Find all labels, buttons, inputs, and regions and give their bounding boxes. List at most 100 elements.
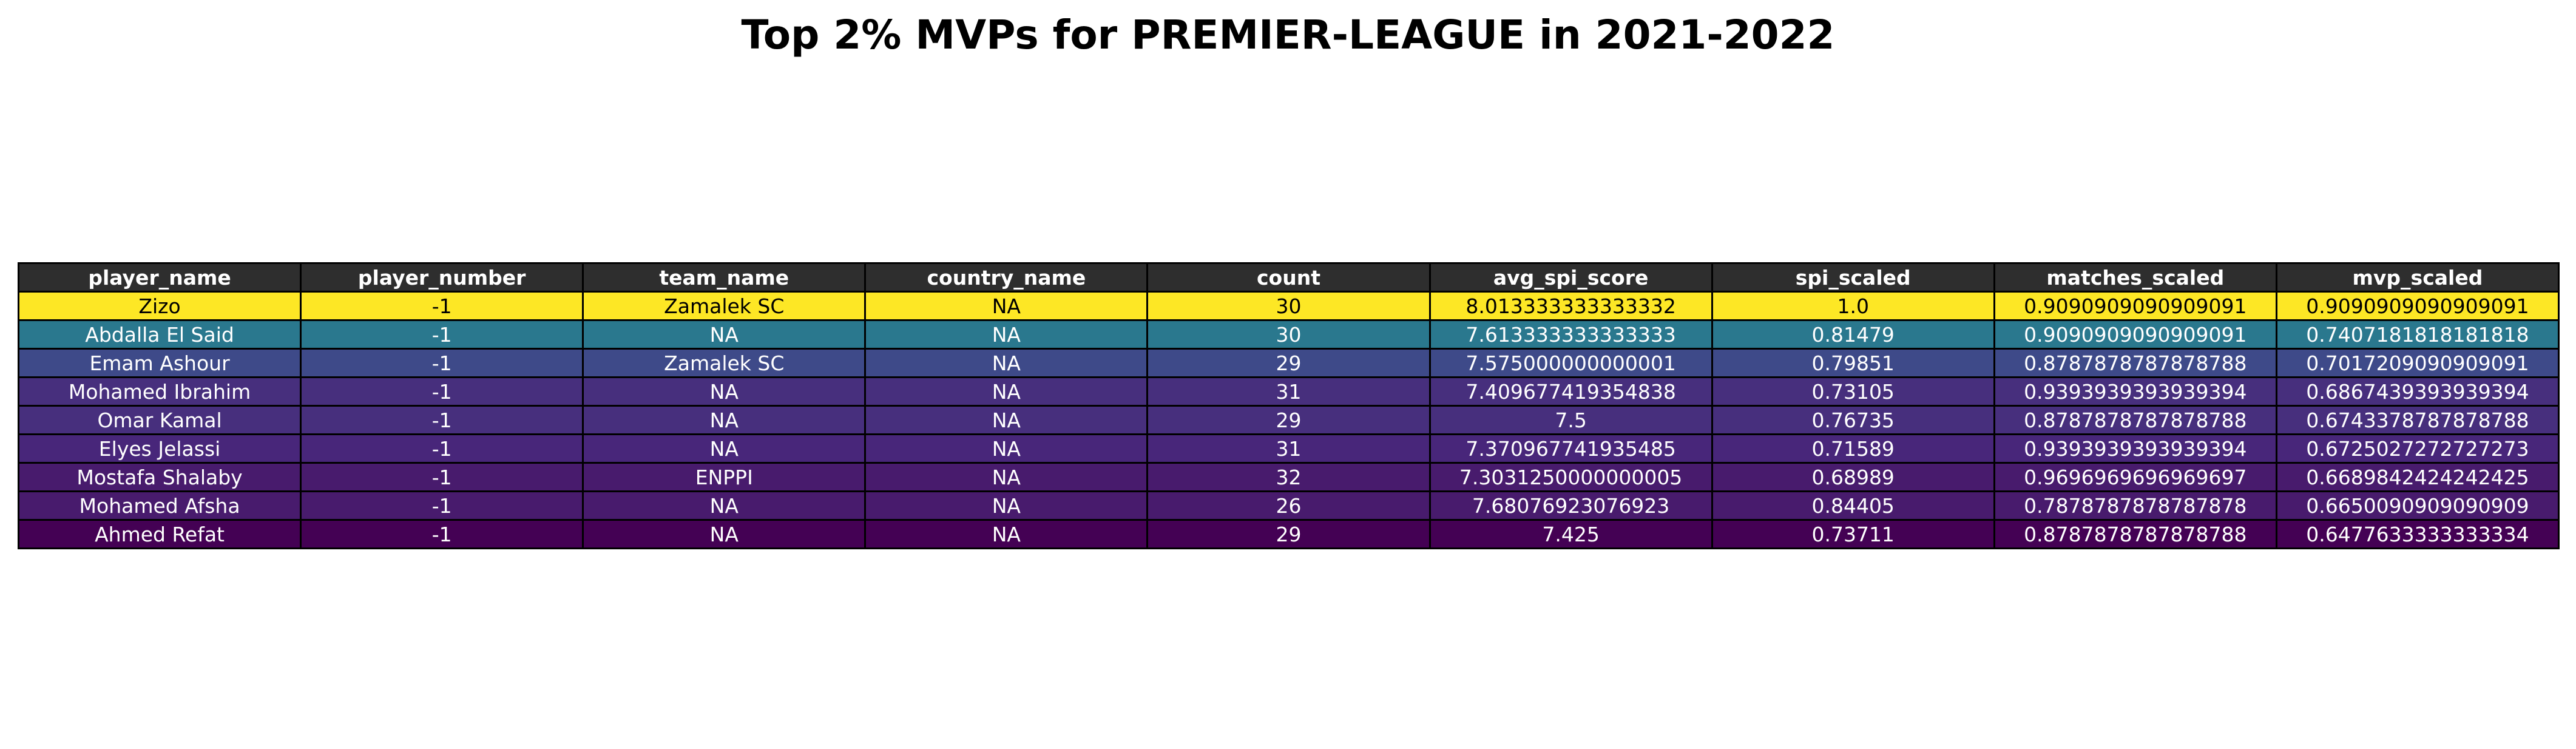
table-cell-player-number: -1 xyxy=(300,291,584,321)
table-cell-player-name: Emam Ashour xyxy=(17,348,302,378)
table-cell-mvp-scaled: 0.6477633333333334 xyxy=(2275,519,2560,549)
table-cell-avg-spi-score: 8.013333333333332 xyxy=(1428,291,1713,321)
column-header-count: count xyxy=(1146,262,1431,293)
column-header-avg-spi-score: avg_spi_score xyxy=(1428,262,1713,293)
table-cell-country-name: NA xyxy=(864,519,1149,549)
table-cell-team-name: NA xyxy=(582,376,867,407)
table-cell-spi-scaled: 0.84405 xyxy=(1711,490,1995,521)
table-cell-player-number: -1 xyxy=(300,519,584,549)
table-cell-matches-scaled: 0.9090909090909091 xyxy=(1993,319,2277,350)
table-cell-matches-scaled: 0.8787878787878788 xyxy=(1993,405,2277,435)
table-cell-avg-spi-score: 7.370967741935485 xyxy=(1428,433,1713,464)
table-cell-mvp-scaled: 0.6689842424242425 xyxy=(2275,462,2560,492)
table-cell-player-number: -1 xyxy=(300,462,584,492)
table-cell-spi-scaled: 0.73105 xyxy=(1711,376,1995,407)
table-row: Mohamed Afsha -1 NA NA 26 7.68076923076923 0.8… xyxy=(17,490,2560,521)
table-cell-country-name: NA xyxy=(864,433,1149,464)
table-cell-country-name: NA xyxy=(864,405,1149,435)
table-row: Abdalla El Said -1 NA NA 30 7.613333333333333… xyxy=(17,319,2560,350)
table-cell-mvp-scaled: 0.6650090909090909 xyxy=(2275,490,2560,521)
column-header-spi-scaled: spi_scaled xyxy=(1711,262,1995,293)
table-cell-country-name: NA xyxy=(864,319,1149,350)
table-cell-team-name: ENPPI xyxy=(582,462,867,492)
table-row: Elyes Jelassi -1 NA NA 31 7.370967741935485 0.… xyxy=(17,433,2560,464)
table-cell-country-name: NA xyxy=(864,291,1149,321)
table-cell-matches-scaled: 0.9090909090909091 xyxy=(1993,291,2277,321)
table-cell-count: 26 xyxy=(1146,490,1431,521)
table-cell-spi-scaled: 0.73711 xyxy=(1711,519,1995,549)
table-cell-count: 32 xyxy=(1146,462,1431,492)
table-cell-avg-spi-score: 7.409677419354838 xyxy=(1428,376,1713,407)
table-row: Emam Ashour -1 Zamalek SC NA 29 7.57500000000… xyxy=(17,348,2560,378)
table-cell-avg-spi-score: 7.613333333333333 xyxy=(1428,319,1713,350)
table-cell-team-name: NA xyxy=(582,433,867,464)
table-cell-matches-scaled: 0.8787878787878788 xyxy=(1993,348,2277,378)
table-cell-count: 30 xyxy=(1146,319,1431,350)
column-header-player-number: player_number xyxy=(300,262,584,293)
table-cell-mvp-scaled: 0.6725027272727273 xyxy=(2275,433,2560,464)
column-header-matches-scaled: matches_scaled xyxy=(1993,262,2277,293)
table-cell-count: 29 xyxy=(1146,405,1431,435)
table-cell-avg-spi-score: 7.425 xyxy=(1428,519,1713,549)
table-cell-matches-scaled: 0.9696969696969697 xyxy=(1993,462,2277,492)
table-header-row: player_name player_number team_name country… xyxy=(17,262,2560,293)
table-cell-count: 29 xyxy=(1146,519,1431,549)
table-cell-spi-scaled: 0.76735 xyxy=(1711,405,1995,435)
table-cell-team-name: NA xyxy=(582,490,867,521)
column-header-country-name: country_name xyxy=(864,262,1149,293)
column-header-team-name: team_name xyxy=(582,262,867,293)
table-cell-avg-spi-score: 7.3031250000000005 xyxy=(1428,462,1713,492)
table-cell-player-number: -1 xyxy=(300,376,584,407)
table-cell-matches-scaled: 0.7878787878787878 xyxy=(1993,490,2277,521)
table-cell-mvp-scaled: 0.9090909090909091 xyxy=(2275,291,2560,321)
table-cell-mvp-scaled: 0.7407181818181818 xyxy=(2275,319,2560,350)
table-cell-player-number: -1 xyxy=(300,348,584,378)
table-cell-spi-scaled: 0.81479 xyxy=(1711,319,1995,350)
table-body: Zizo -1 Zamalek SC NA 30 8.013333333333332 1.0… xyxy=(17,291,2560,549)
table-cell-country-name: NA xyxy=(864,348,1149,378)
table-container: player_name player_number team_name country… xyxy=(17,262,2560,549)
column-header-mvp-scaled: mvp_scaled xyxy=(2275,262,2560,293)
table-cell-spi-scaled: 0.71589 xyxy=(1711,433,1995,464)
table-cell-country-name: NA xyxy=(864,376,1149,407)
table-cell-count: 31 xyxy=(1146,433,1431,464)
table-cell-avg-spi-score: 7.5 xyxy=(1428,405,1713,435)
table-cell-player-name: Mohamed Afsha xyxy=(17,490,302,521)
column-header-player-name: player_name xyxy=(17,262,302,293)
table-cell-spi-scaled: 1.0 xyxy=(1711,291,1995,321)
table-row: Zizo -1 Zamalek SC NA 30 8.013333333333332 1.0… xyxy=(17,291,2560,321)
table-cell-matches-scaled: 0.8787878787878788 xyxy=(1993,519,2277,549)
table-cell-count: 31 xyxy=(1146,376,1431,407)
mvp-table: player_name player_number team_name country… xyxy=(17,262,2560,549)
table-cell-player-number: -1 xyxy=(300,319,584,350)
table-row: Ahmed Refat -1 NA NA 29 7.425 0.73711 0.8787878… xyxy=(17,519,2560,549)
table-cell-country-name: NA xyxy=(864,462,1149,492)
chart-title: Top 2% MVPs for PREMIER-LEAGUE in 2021-2… xyxy=(741,12,1835,58)
table-cell-count: 30 xyxy=(1146,291,1431,321)
table-cell-avg-spi-score: 7.575000000000001 xyxy=(1428,348,1713,378)
table-cell-matches-scaled: 0.9393939393939394 xyxy=(1993,376,2277,407)
table-cell-player-name: Ahmed Refat xyxy=(17,519,302,549)
table-cell-mvp-scaled: 0.6743378787878788 xyxy=(2275,405,2560,435)
table-cell-country-name: NA xyxy=(864,490,1149,521)
table-cell-player-name: Zizo xyxy=(17,291,302,321)
table-cell-player-name: Abdalla El Said xyxy=(17,319,302,350)
table-cell-team-name: Zamalek SC xyxy=(582,291,867,321)
table-cell-team-name: NA xyxy=(582,319,867,350)
table-cell-team-name: NA xyxy=(582,405,867,435)
table-cell-player-name: Elyes Jelassi xyxy=(17,433,302,464)
table-cell-mvp-scaled: 0.7017209090909091 xyxy=(2275,348,2560,378)
table-row: Mostafa Shalaby -1 ENPPI NA 32 7.303125000000… xyxy=(17,462,2560,492)
table-row: Mohamed Ibrahim -1 NA NA 31 7.409677419354838… xyxy=(17,376,2560,407)
table-cell-player-name: Omar Kamal xyxy=(17,405,302,435)
table-cell-matches-scaled: 0.9393939393939394 xyxy=(1993,433,2277,464)
table-cell-team-name: Zamalek SC xyxy=(582,348,867,378)
table-cell-team-name: NA xyxy=(582,519,867,549)
table-cell-player-name: Mohamed Ibrahim xyxy=(17,376,302,407)
table-row: Omar Kamal -1 NA NA 29 7.5 0.76735 0.8787878787… xyxy=(17,405,2560,435)
table-cell-player-number: -1 xyxy=(300,490,584,521)
table-cell-mvp-scaled: 0.6867439393939394 xyxy=(2275,376,2560,407)
table-cell-player-name: Mostafa Shalaby xyxy=(17,462,302,492)
table-cell-spi-scaled: 0.79851 xyxy=(1711,348,1995,378)
table-cell-count: 29 xyxy=(1146,348,1431,378)
